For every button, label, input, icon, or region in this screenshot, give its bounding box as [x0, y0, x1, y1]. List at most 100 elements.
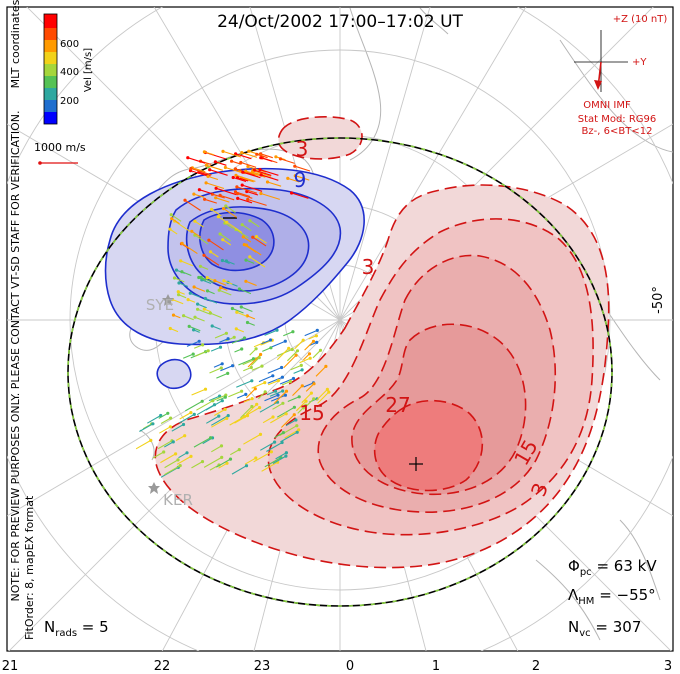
velocity-vector-origin-130: [235, 310, 239, 314]
velocity-vector-89: [170, 214, 182, 222]
velocity-vector-origin-154: [260, 364, 264, 368]
velocity-vector-origin-98: [177, 293, 181, 297]
velocity-vector-origin-117: [186, 298, 190, 302]
velocity-vector-origin-229: [189, 454, 193, 458]
velocity-vector-origin-178: [291, 330, 295, 334]
velocity-vector-origin-224: [211, 399, 215, 403]
colorbar-swatch-0: [44, 112, 57, 124]
station-marker-sye: [162, 294, 174, 306]
velocity-vector-origin-197: [169, 416, 173, 420]
velocity-vector-141: [258, 375, 274, 383]
velocity-vector-origin-245: [166, 411, 170, 415]
velocity-vector-origin-137: [231, 364, 235, 368]
velocity-vector-267: [317, 391, 330, 404]
velocity-vector-origin-54: [278, 157, 283, 161]
velocity-vector-79: [191, 230, 202, 238]
lambda-value: = −55°: [594, 586, 655, 604]
velocity-vector-170: [290, 364, 302, 371]
velocity-vector-origin-10: [223, 165, 227, 170]
velocity-vector-229: [176, 455, 192, 465]
mlt-coordinates-label: MLT coordinates: [9, 0, 22, 88]
colorbar-swatch-3: [44, 76, 57, 88]
velocity-vector-213: [279, 425, 298, 437]
velocity-vector-112: [188, 325, 201, 332]
positive-contour-27: [373, 399, 484, 492]
velocity-vector-70: [219, 233, 231, 242]
imf-y-label: +Y: [632, 57, 647, 68]
velocity-vector-3: [260, 153, 273, 159]
velocity-vector-216: [259, 401, 278, 413]
velocity-vector-origin-253: [318, 348, 323, 352]
velocity-vector-origin-32: [274, 155, 278, 159]
velocity-vector-27: [260, 192, 280, 200]
vector-scale-dot: [38, 161, 42, 165]
velocity-vector-origin-166: [191, 352, 195, 356]
velocity-vector-270: [258, 391, 266, 400]
velocity-vector-origin-113: [219, 286, 223, 290]
velocity-vector-origin-246: [176, 458, 180, 462]
velocity-vector-origin-232: [284, 451, 288, 455]
velocity-vector-196: [260, 441, 275, 451]
velocity-vector-130: [236, 311, 248, 317]
velocity-vector-69: [256, 236, 267, 244]
velocity-vector-176: [270, 394, 286, 402]
velocity-vector-241: [230, 449, 240, 456]
velocity-vector-origin-230: [292, 405, 296, 409]
velocity-vector-origin-240: [220, 399, 224, 403]
velocity-vector-125: [200, 276, 214, 284]
velocity-vector-223: [273, 432, 284, 439]
velocity-vector-94: [194, 316, 205, 322]
velocity-vector-origin-227: [271, 415, 275, 419]
velocity-vector-origin-55: [286, 176, 290, 180]
velocity-vector-origin-136: [197, 339, 201, 343]
velocity-vector-origin-268: [300, 384, 304, 388]
velocity-vector-237: [270, 413, 287, 424]
velocity-vector-106: [193, 286, 206, 292]
velocity-vector-origin-25: [197, 188, 201, 192]
velocity-vector-origin-24: [235, 192, 240, 196]
nrads-symbol: N: [44, 618, 55, 636]
velocity-colorbar: 600 400 200 Vel [m/s]: [43, 13, 94, 125]
velocity-vector-origin-239: [223, 407, 227, 411]
velocity-vector-origin-64: [240, 223, 244, 227]
velocity-vector-274: [287, 350, 298, 362]
coastline-islands: [139, 429, 661, 641]
velocity-vector-212: [272, 402, 284, 410]
velocity-vector-202: [266, 442, 283, 452]
velocity-vector-origin-242: [189, 411, 193, 415]
velocity-vector-origin-165: [276, 393, 280, 397]
velocity-vector-origin-41: [259, 173, 263, 177]
velocity-vector-151: [270, 340, 286, 348]
velocity-vector-62: [235, 229, 249, 239]
velocity-vector-origin-255: [259, 352, 263, 357]
velocity-vector-origin-185: [223, 395, 227, 399]
velocity-vector-166: [182, 353, 194, 359]
velocity-vector-217: [178, 452, 188, 459]
velocity-vector-origin-215: [297, 428, 301, 432]
velocity-vector-99: [232, 307, 244, 314]
velocity-vector-47: [242, 171, 261, 179]
velocity-vector-origin-80: [221, 238, 225, 242]
velocity-vector-42: [237, 197, 253, 204]
mlt-line-10: [339, 7, 527, 321]
velocity-vector-origin-63: [248, 255, 252, 259]
velocity-vector-origin-47: [241, 170, 245, 174]
velocity-vector-origin-265: [312, 397, 316, 401]
fit-order-note: FitOrder: 8, mapEX format: [23, 495, 36, 640]
velocity-vector-origin-274: [295, 349, 300, 353]
vector-scale: 1000 m/s: [34, 141, 86, 165]
velocity-vector-59: [231, 160, 242, 165]
velocity-vector-239: [214, 408, 226, 416]
velocity-vector-origin-217: [185, 451, 189, 455]
nvc-sub: vc: [579, 628, 590, 639]
velocity-vector-origin-44: [246, 197, 250, 202]
velocity-vector-origin-225: [284, 454, 288, 458]
mlt-tick-22: 22: [154, 659, 171, 674]
velocity-vector-origin-167: [300, 368, 304, 372]
velocity-vector-origin-173: [308, 356, 312, 360]
colorbar-tick-400: 400: [60, 67, 79, 78]
velocity-vector-253: [312, 349, 321, 359]
colorbar-swatch-2: [44, 88, 57, 100]
phi-value: = 63 kV: [592, 557, 658, 575]
velocity-vector-origin-235: [258, 406, 262, 410]
